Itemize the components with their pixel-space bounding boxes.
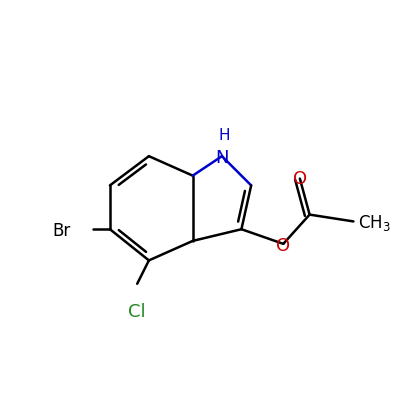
Text: O: O [293, 170, 307, 188]
Text: Cl: Cl [128, 303, 146, 321]
Text: CH$_3$: CH$_3$ [358, 213, 391, 233]
Text: O: O [276, 237, 290, 255]
Text: H: H [218, 128, 230, 142]
Text: Br: Br [53, 222, 71, 240]
Text: N: N [215, 149, 229, 167]
